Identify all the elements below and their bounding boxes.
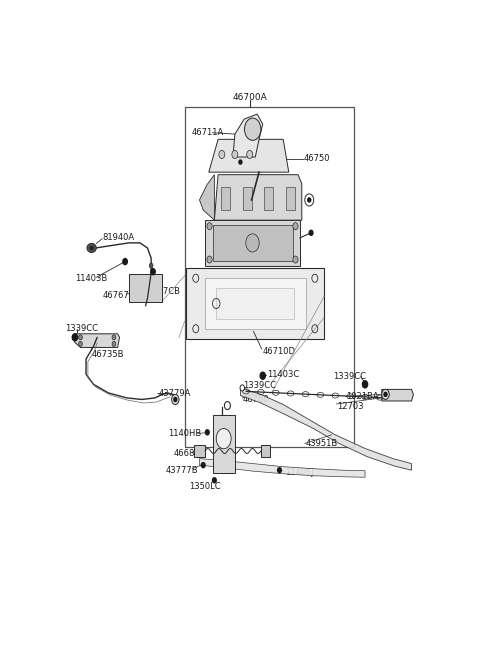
Circle shape bbox=[232, 150, 238, 159]
Text: 46767: 46767 bbox=[103, 291, 130, 300]
Bar bbox=[186, 268, 324, 339]
Polygon shape bbox=[75, 334, 120, 348]
Text: 46700A: 46700A bbox=[232, 93, 267, 102]
Text: 46735B: 46735B bbox=[92, 350, 124, 359]
Bar bbox=[194, 445, 205, 457]
Circle shape bbox=[219, 150, 225, 159]
Circle shape bbox=[309, 230, 313, 236]
Circle shape bbox=[123, 258, 127, 264]
Polygon shape bbox=[382, 390, 413, 401]
Circle shape bbox=[244, 118, 261, 140]
Circle shape bbox=[260, 372, 265, 379]
Text: 1327CB: 1327CB bbox=[147, 287, 180, 297]
Circle shape bbox=[207, 222, 212, 230]
Circle shape bbox=[246, 234, 259, 252]
Bar bbox=[264, 188, 274, 210]
Circle shape bbox=[216, 428, 231, 449]
Circle shape bbox=[112, 335, 116, 340]
Text: 46710D: 46710D bbox=[263, 347, 296, 356]
Text: 1021BA: 1021BA bbox=[347, 392, 379, 401]
Bar bbox=[205, 278, 306, 329]
Text: 46688: 46688 bbox=[173, 449, 200, 458]
Text: 46750: 46750 bbox=[304, 154, 330, 163]
Circle shape bbox=[149, 263, 153, 268]
Text: 43777B: 43777B bbox=[166, 466, 199, 475]
Text: 43951B: 43951B bbox=[305, 440, 338, 449]
Bar bbox=[243, 188, 252, 210]
Circle shape bbox=[172, 394, 179, 405]
Circle shape bbox=[382, 390, 389, 400]
Polygon shape bbox=[233, 114, 263, 157]
Ellipse shape bbox=[87, 243, 96, 253]
Bar bbox=[129, 274, 162, 302]
Polygon shape bbox=[200, 459, 365, 478]
Text: 11403B: 11403B bbox=[75, 274, 107, 283]
Bar bbox=[286, 188, 295, 210]
Circle shape bbox=[247, 150, 252, 159]
Text: 1339CC: 1339CC bbox=[334, 372, 366, 381]
Text: 1339CC: 1339CC bbox=[243, 381, 276, 390]
Bar bbox=[221, 188, 230, 210]
Circle shape bbox=[308, 198, 311, 202]
Circle shape bbox=[79, 335, 83, 340]
Circle shape bbox=[277, 468, 281, 473]
Circle shape bbox=[384, 392, 387, 396]
Bar bbox=[205, 220, 300, 266]
Text: 1140HB: 1140HB bbox=[168, 429, 201, 438]
Text: 1140EJ: 1140EJ bbox=[285, 468, 314, 477]
Circle shape bbox=[79, 341, 83, 346]
Circle shape bbox=[293, 256, 298, 263]
Text: 46760: 46760 bbox=[242, 395, 269, 404]
Bar bbox=[185, 106, 354, 447]
Text: 1339CC: 1339CC bbox=[66, 324, 98, 333]
Polygon shape bbox=[200, 174, 215, 220]
Circle shape bbox=[362, 380, 368, 388]
Bar bbox=[213, 415, 235, 473]
Circle shape bbox=[202, 462, 205, 468]
Circle shape bbox=[205, 430, 209, 435]
Bar bbox=[261, 445, 270, 457]
Text: 81940A: 81940A bbox=[103, 234, 135, 242]
Circle shape bbox=[239, 160, 242, 164]
Polygon shape bbox=[209, 139, 289, 172]
Circle shape bbox=[213, 478, 216, 483]
Polygon shape bbox=[215, 174, 302, 220]
Text: 43779A: 43779A bbox=[158, 389, 191, 398]
Circle shape bbox=[174, 398, 177, 401]
Text: 11403C: 11403C bbox=[267, 370, 300, 379]
Circle shape bbox=[72, 334, 77, 341]
Circle shape bbox=[240, 385, 244, 391]
Text: 46711A: 46711A bbox=[192, 129, 224, 137]
Polygon shape bbox=[240, 388, 411, 470]
Circle shape bbox=[207, 256, 212, 263]
Circle shape bbox=[151, 269, 155, 275]
Text: 1350LC: 1350LC bbox=[189, 482, 221, 491]
Ellipse shape bbox=[89, 245, 94, 250]
Circle shape bbox=[293, 222, 298, 230]
Bar bbox=[216, 289, 294, 319]
Circle shape bbox=[112, 341, 116, 346]
Bar bbox=[213, 225, 292, 260]
Text: 12703: 12703 bbox=[337, 401, 364, 411]
